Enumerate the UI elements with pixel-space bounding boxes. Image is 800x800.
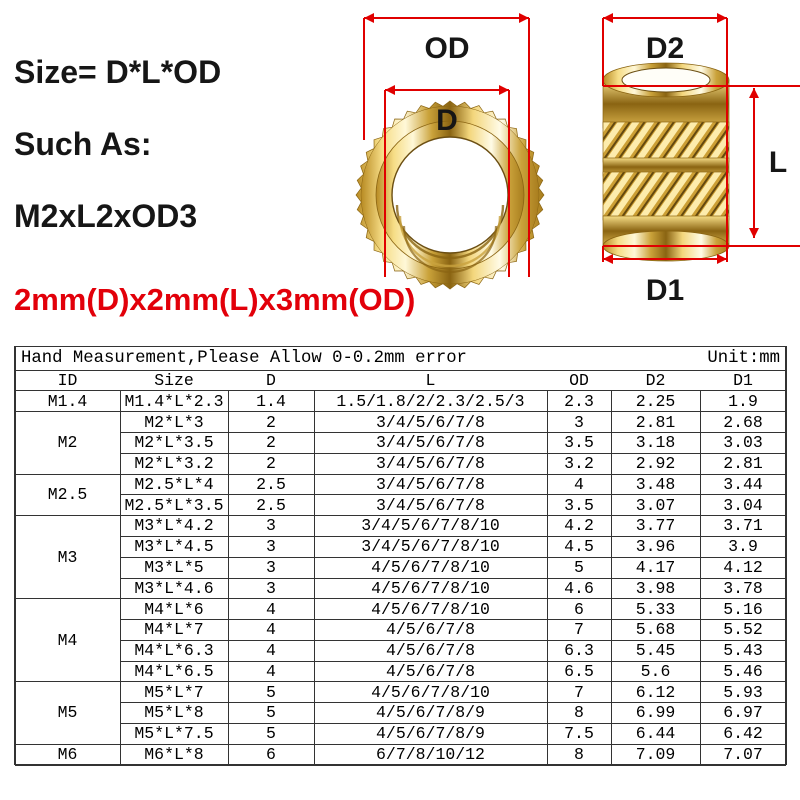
svg-text:OD: OD [425, 32, 470, 65]
svg-text:D: D [436, 104, 458, 137]
svg-text:D1: D1 [646, 274, 684, 307]
svg-text:L: L [769, 146, 787, 179]
svg-text:D2: D2 [646, 32, 684, 65]
